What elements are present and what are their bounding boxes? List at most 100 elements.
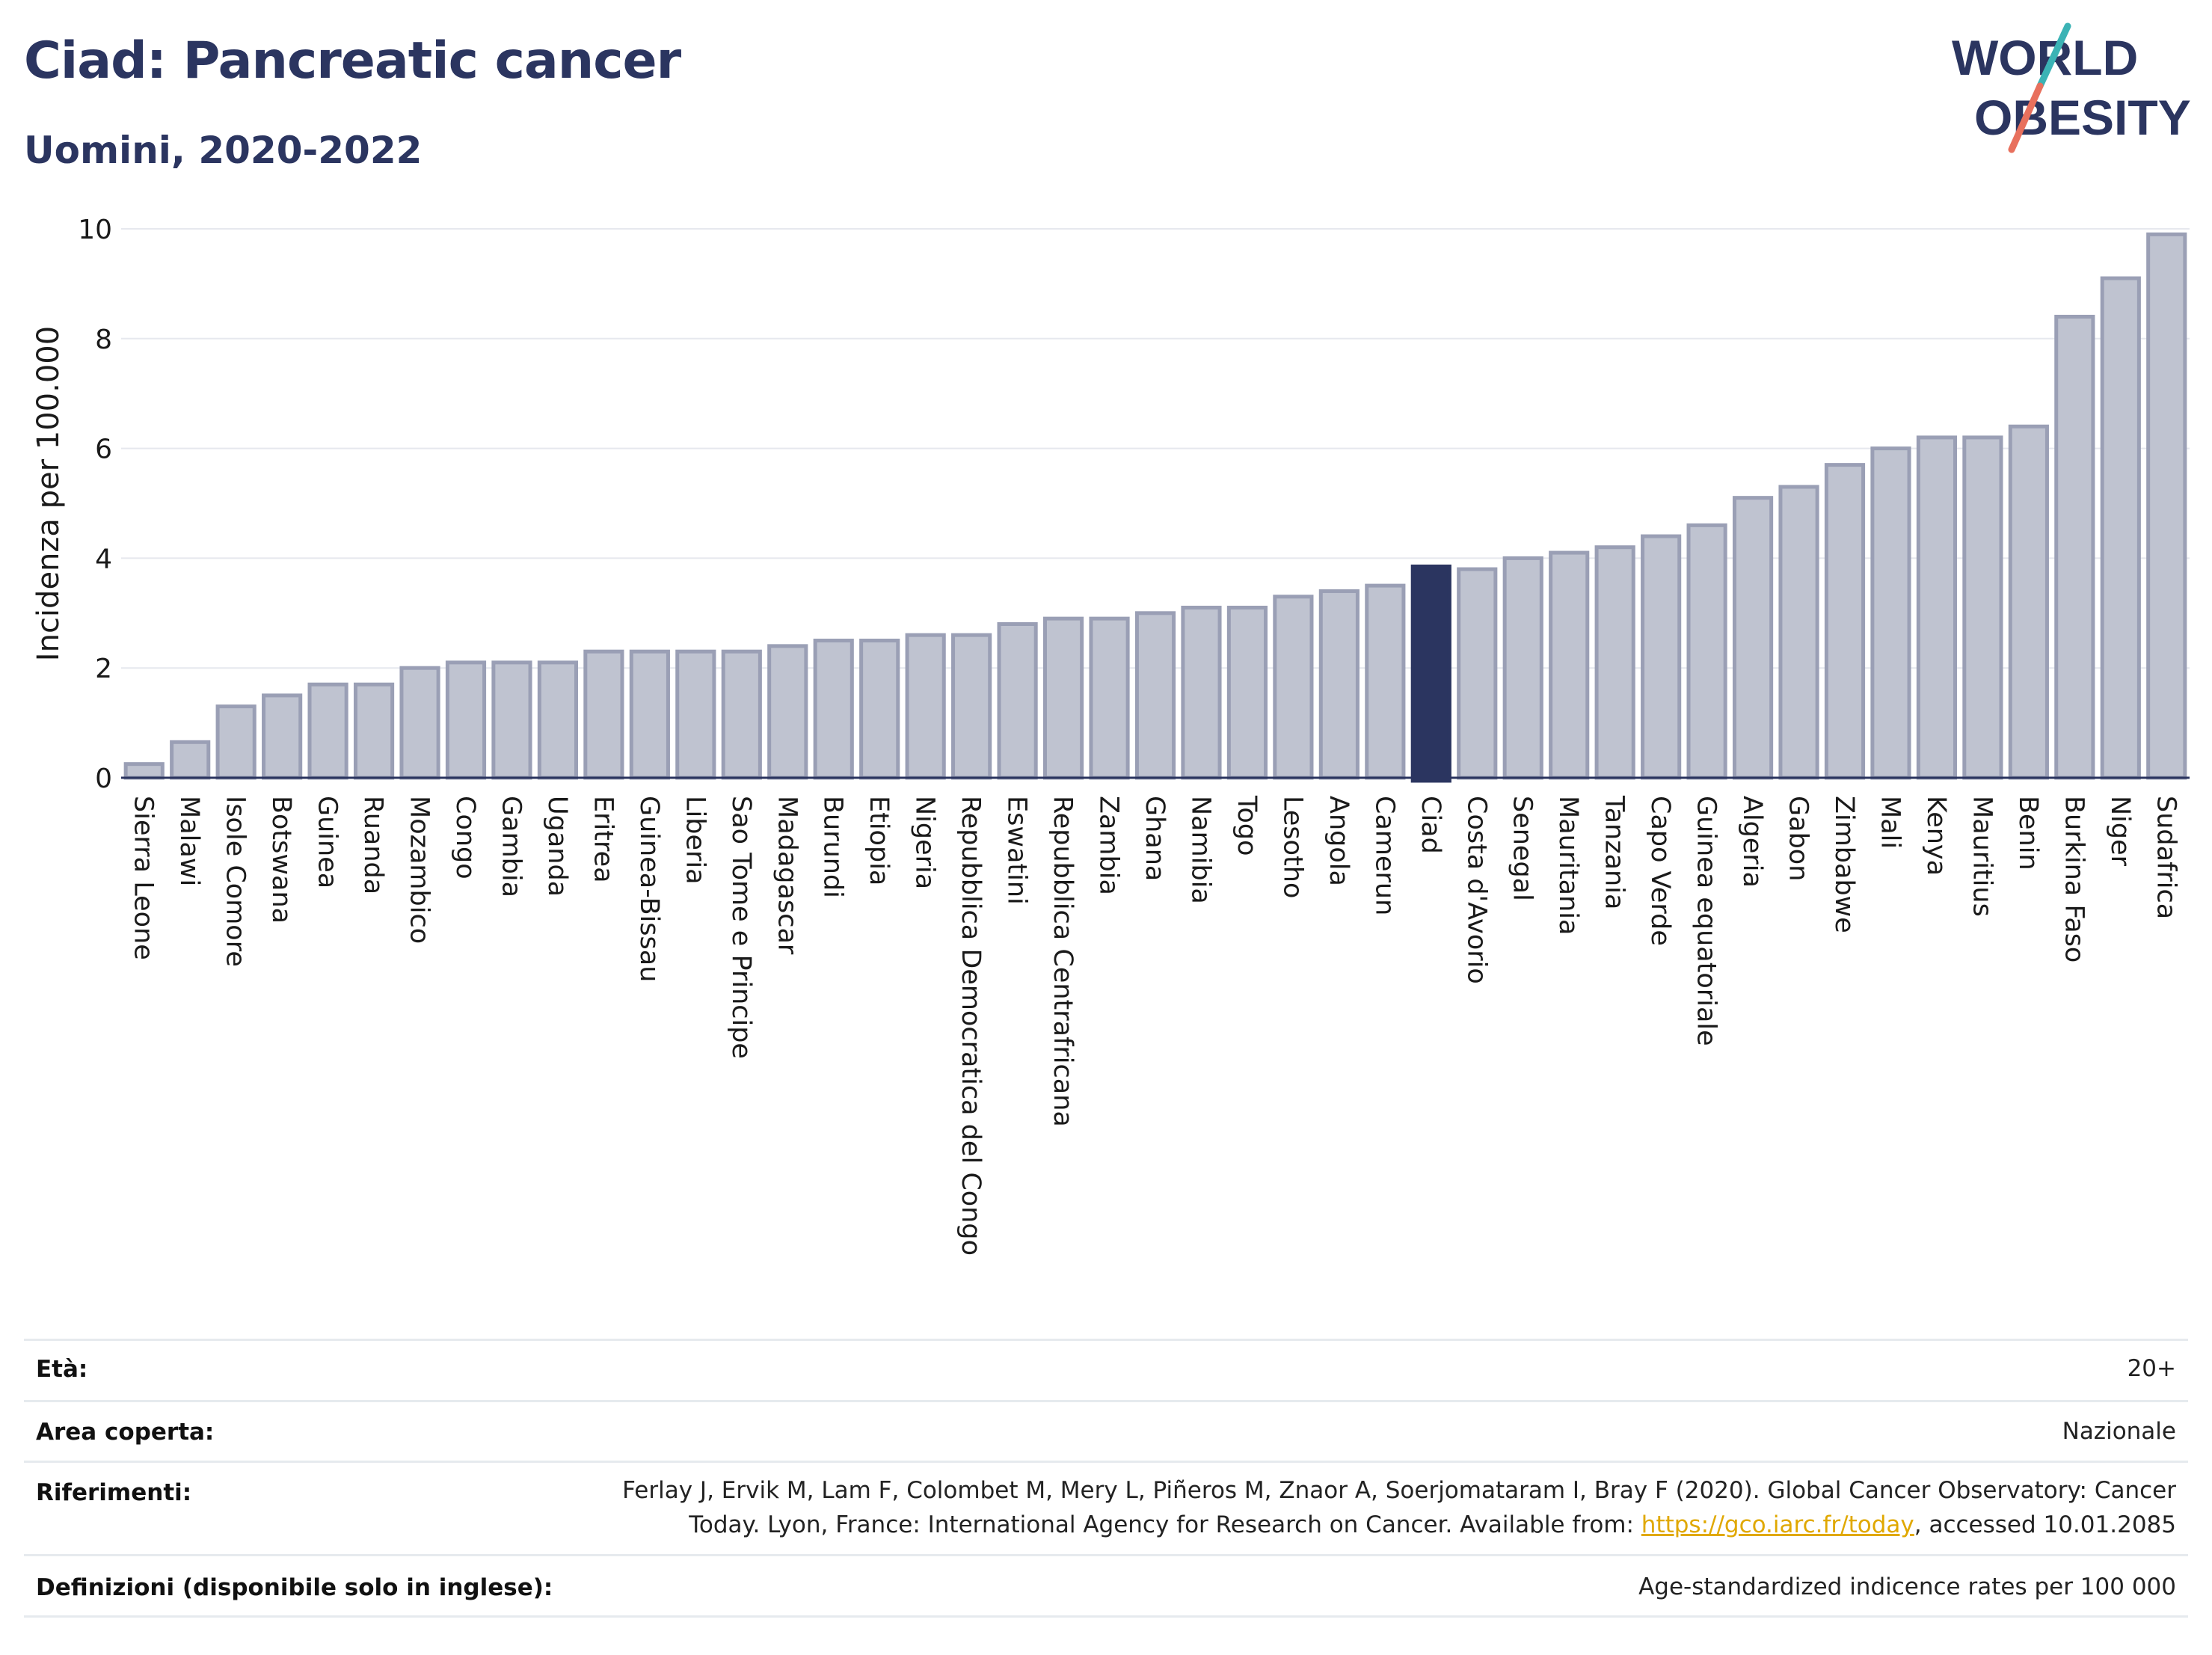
x-tick-label: Zambia bbox=[1094, 796, 1124, 895]
y-tick-labels: 0 2 4 6 8 10 bbox=[78, 215, 112, 794]
meta-row-references: Riferimenti: Ferlay J, Ervik M, Lam F, C… bbox=[24, 1461, 2188, 1556]
x-tick-label: Guinea equatoriale bbox=[1692, 796, 1721, 1046]
x-tick-label: Ruanda bbox=[358, 796, 388, 894]
logo-slash-bottom bbox=[2008, 82, 2044, 153]
x-tick-label: Burkina Faso bbox=[2059, 796, 2089, 962]
x-tick-label: Togo bbox=[1232, 795, 1262, 856]
logo-slash-top bbox=[2036, 22, 2071, 90]
bar bbox=[2008, 424, 2049, 780]
bar bbox=[491, 660, 532, 780]
x-tick-label: Capo Verde bbox=[1645, 796, 1675, 946]
bar bbox=[1824, 463, 1866, 780]
x-tick-label: Congo bbox=[450, 796, 480, 879]
reference-line1: Ferlay J, Ervik M, Lam F, Colombet M, Me… bbox=[622, 1477, 2176, 1504]
bar bbox=[1134, 611, 1176, 780]
x-tick-label: Mozambico bbox=[405, 796, 434, 944]
bar bbox=[307, 682, 348, 780]
x-tick-label: Ciad bbox=[1416, 796, 1446, 854]
x-tick-label: Malawi bbox=[174, 796, 204, 886]
x-tick-label: Uganda bbox=[542, 796, 572, 897]
bar bbox=[1549, 550, 1590, 780]
reference-line2: Today. Lyon, France: International Agenc… bbox=[622, 1508, 2176, 1542]
x-tick-label: Gabon bbox=[1784, 796, 1813, 881]
x-tick-label: Repubblica Centrafricana bbox=[1048, 796, 1078, 1127]
meta-value-definitions: Age-standardized indicence rates per 100… bbox=[1638, 1573, 2176, 1600]
x-tick-label: Liberia bbox=[680, 796, 710, 885]
x-tick-label: Niger bbox=[2105, 796, 2135, 867]
bar bbox=[1870, 446, 1911, 780]
bar bbox=[1502, 556, 1543, 780]
page-title: Ciad: Pancreatic cancer bbox=[24, 31, 681, 90]
x-tick-label: Madagascar bbox=[772, 796, 802, 955]
x-tick-label: Mauritius bbox=[1967, 796, 1997, 917]
meta-key-references: Riferimenti: bbox=[36, 1479, 192, 1506]
x-tick-label: Repubblica Democratica del Congo bbox=[956, 796, 986, 1256]
world-obesity-logo: WORLD OBESITY bbox=[1952, 22, 2191, 153]
reference-text: Today. Lyon, France: International Agenc… bbox=[689, 1511, 1641, 1538]
bar bbox=[1089, 616, 1130, 780]
y-tick-label: 6 bbox=[95, 435, 112, 465]
x-tick-label: Mauritania bbox=[1553, 796, 1583, 935]
bar bbox=[629, 649, 670, 780]
y-axis-label: Incidenza per 100.000 bbox=[31, 326, 66, 661]
bar bbox=[353, 682, 395, 780]
bar bbox=[537, 660, 579, 780]
bar bbox=[1042, 616, 1084, 780]
x-tick-label: Eritrea bbox=[588, 796, 618, 883]
reference-accessed: , accessed 10.01.2085 bbox=[1914, 1511, 2176, 1538]
x-tick-label: Lesotho bbox=[1277, 796, 1307, 898]
x-tick-label: Sao Tome e Principe bbox=[726, 796, 756, 1059]
bar bbox=[445, 660, 487, 780]
x-tick-label: Costa d'Avorio bbox=[1461, 796, 1491, 984]
bar bbox=[2146, 232, 2187, 780]
bar bbox=[997, 621, 1038, 780]
x-tick-label: Nigeria bbox=[910, 796, 940, 889]
x-tick-label: Gambia bbox=[496, 796, 526, 897]
bar bbox=[721, 649, 762, 780]
x-tick-label: Namibia bbox=[1185, 796, 1215, 904]
y-tick-label: 8 bbox=[95, 325, 112, 355]
bar bbox=[813, 639, 854, 780]
x-tick-label: Ghana bbox=[1140, 796, 1170, 881]
bar bbox=[170, 740, 211, 780]
x-tick-label: Sudafrica bbox=[2151, 796, 2181, 919]
meta-key-definitions: Definizioni (disponibile solo in inglese… bbox=[36, 1574, 553, 1601]
x-tick-label: Isole Comore bbox=[221, 796, 251, 967]
bar bbox=[1962, 435, 2003, 780]
bar-chart: 0 2 4 6 8 10 Sierra Leone Malawi Isole Comore Bo… bbox=[31, 215, 2190, 1256]
bar bbox=[1226, 605, 1268, 780]
x-tick-label: Angola bbox=[1324, 796, 1354, 886]
bar bbox=[262, 693, 303, 780]
x-tick-labels: Sierra Leone Malawi Isole Comore Botswana Gu… bbox=[129, 795, 2181, 1256]
y-tick-label: 10 bbox=[78, 215, 112, 245]
y-tick-label: 0 bbox=[95, 764, 112, 794]
meta-value-references: Ferlay J, Ervik M, Lam F, Colombet M, Me… bbox=[622, 1473, 2176, 1542]
y-tick-label: 2 bbox=[95, 654, 112, 684]
bar bbox=[1457, 567, 1498, 780]
bar bbox=[1318, 589, 1360, 780]
x-tick-label: Senegal bbox=[1508, 796, 1537, 901]
logo-line2: OBESITY bbox=[1974, 90, 2191, 145]
bar bbox=[583, 649, 624, 780]
meta-row-age: Età: 20+ bbox=[24, 1339, 2188, 1401]
bar-highlight bbox=[1410, 564, 1451, 783]
x-tick-label: Burundi bbox=[818, 796, 848, 898]
bar bbox=[1732, 496, 1774, 780]
x-tick-label: Etiopia bbox=[864, 796, 894, 885]
bar bbox=[951, 633, 992, 780]
bar bbox=[859, 639, 900, 780]
meta-value-area: Nazionale bbox=[2062, 1418, 2176, 1445]
bar bbox=[1686, 523, 1727, 780]
x-tick-label: Botswana bbox=[266, 796, 296, 924]
x-tick-label: Sierra Leone bbox=[129, 796, 159, 960]
x-tick-label: Zimbabwe bbox=[1829, 796, 1859, 933]
meta-value-age: 20+ bbox=[2127, 1355, 2176, 1382]
bar bbox=[905, 633, 946, 780]
x-tick-label: Algeria bbox=[1737, 796, 1767, 888]
reference-link[interactable]: https://gco.iarc.fr/today bbox=[1641, 1511, 1914, 1538]
x-tick-label: Benin bbox=[2013, 796, 2043, 871]
bar bbox=[2054, 314, 2095, 780]
y-tick-label: 4 bbox=[95, 544, 112, 574]
x-tick-label: Kenya bbox=[1921, 796, 1951, 876]
x-tick-label: Tanzania bbox=[1600, 795, 1629, 909]
